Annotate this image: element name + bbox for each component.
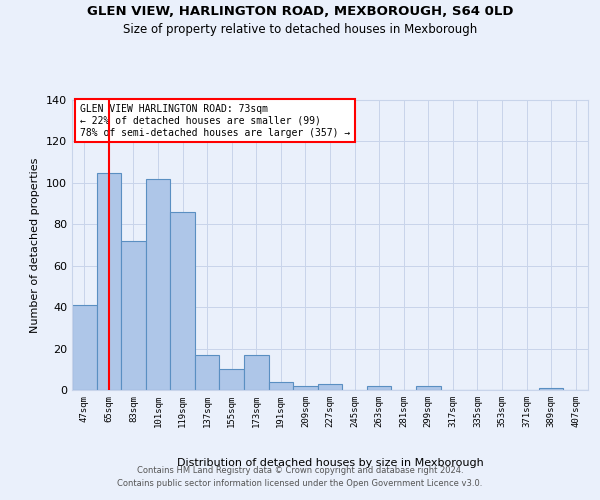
Text: GLEN VIEW, HARLINGTON ROAD, MEXBOROUGH, S64 0LD: GLEN VIEW, HARLINGTON ROAD, MEXBOROUGH, … — [87, 5, 513, 18]
Text: Size of property relative to detached houses in Mexborough: Size of property relative to detached ho… — [123, 22, 477, 36]
Bar — [539, 388, 563, 390]
Y-axis label: Number of detached properties: Number of detached properties — [31, 158, 40, 332]
Bar — [195, 355, 220, 390]
Bar — [72, 305, 97, 390]
Text: Contains HM Land Registry data © Crown copyright and database right 2024.
Contai: Contains HM Land Registry data © Crown c… — [118, 466, 482, 487]
Bar — [367, 386, 391, 390]
Text: GLEN VIEW HARLINGTON ROAD: 73sqm
← 22% of detached houses are smaller (99)
78% o: GLEN VIEW HARLINGTON ROAD: 73sqm ← 22% o… — [80, 104, 350, 138]
Bar — [269, 382, 293, 390]
Bar — [293, 386, 318, 390]
Bar — [170, 212, 195, 390]
Bar — [318, 384, 342, 390]
Bar — [97, 172, 121, 390]
Bar — [220, 370, 244, 390]
Bar — [244, 355, 269, 390]
Bar — [146, 178, 170, 390]
Bar — [416, 386, 440, 390]
Bar — [121, 241, 146, 390]
Text: Distribution of detached houses by size in Mexborough: Distribution of detached houses by size … — [176, 458, 484, 468]
